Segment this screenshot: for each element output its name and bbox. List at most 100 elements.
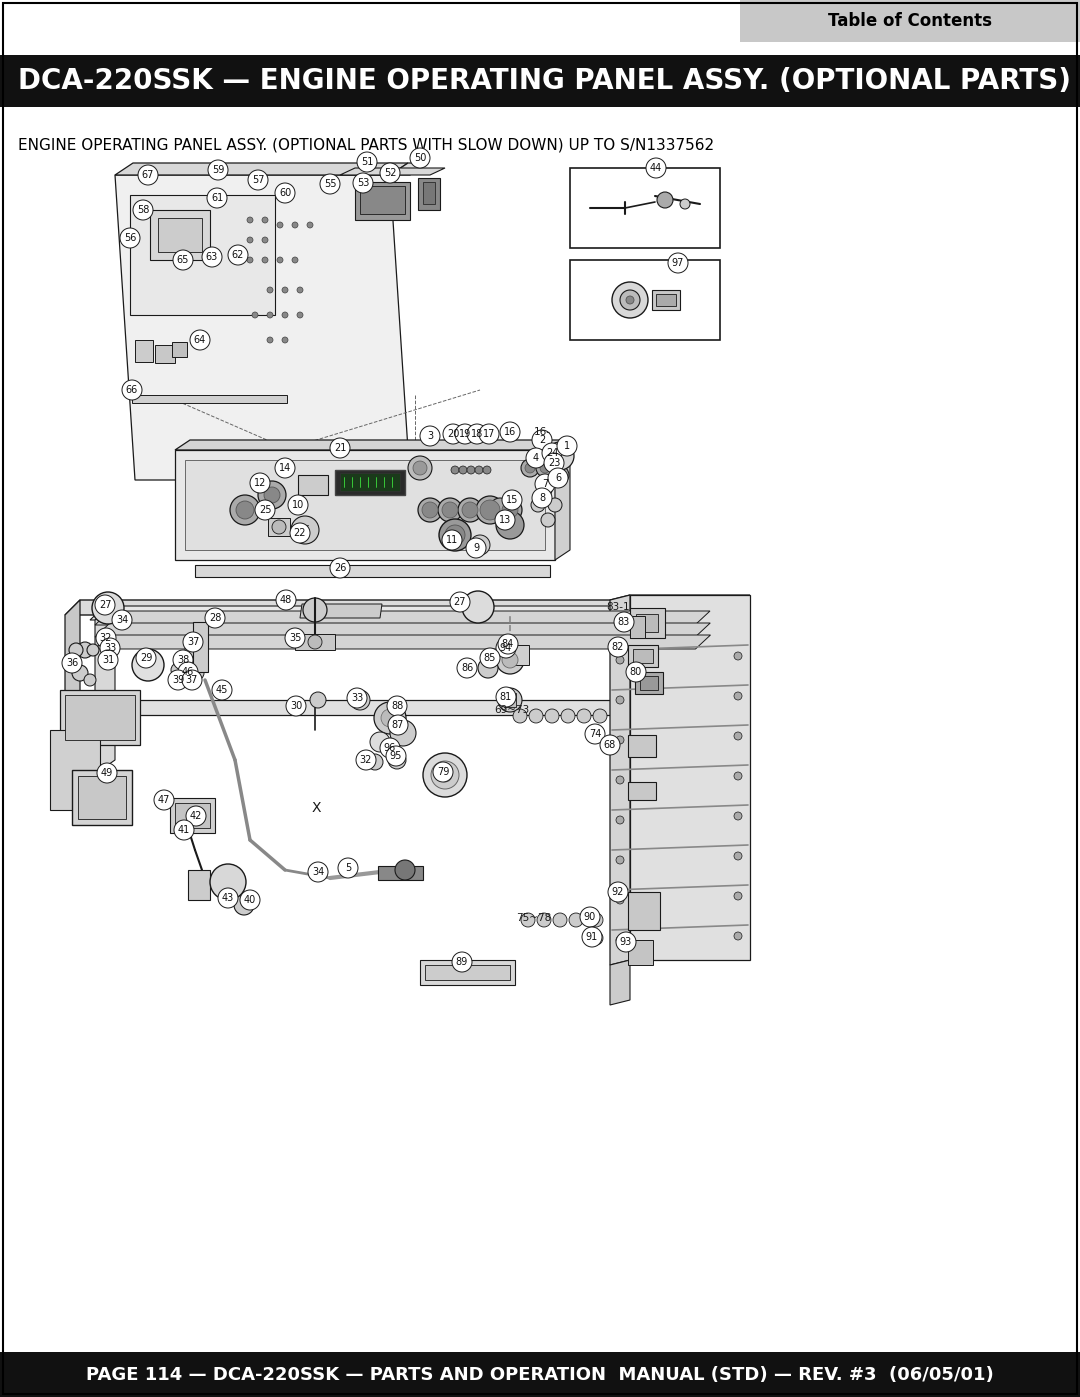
Circle shape [616, 856, 624, 863]
Circle shape [462, 502, 478, 518]
Polygon shape [95, 606, 114, 774]
Circle shape [502, 502, 518, 518]
Circle shape [532, 488, 552, 509]
Circle shape [190, 330, 210, 351]
Circle shape [476, 496, 504, 524]
Circle shape [420, 426, 440, 446]
Circle shape [350, 690, 370, 710]
Bar [423, 182, 435, 204]
Circle shape [132, 650, 164, 680]
Text: 83: 83 [618, 617, 630, 627]
Bar [627, 645, 658, 666]
Bar [298, 475, 328, 495]
Text: 66: 66 [126, 386, 138, 395]
Circle shape [498, 634, 518, 654]
Circle shape [240, 890, 260, 909]
Text: PAGE 114 — DCA-220SSK — PARTS AND OPERATION  MANUAL (STD) — REV. #3  (06/05/01): PAGE 114 — DCA-220SSK — PARTS AND OPERAT… [86, 1365, 994, 1383]
Text: 74: 74 [589, 729, 602, 739]
Bar [158, 218, 202, 251]
Text: 33: 33 [351, 693, 363, 703]
Bar [627, 735, 656, 757]
Text: 65: 65 [177, 256, 189, 265]
Text: 75~78: 75~78 [516, 914, 552, 923]
Text: DCA-220SSK — ENGINE OPERATING PANEL ASSY. (OPTIONAL PARTS): DCA-220SSK — ENGINE OPERATING PANEL ASSY… [18, 67, 1071, 95]
Circle shape [496, 511, 524, 539]
Text: 27: 27 [454, 597, 467, 608]
Circle shape [600, 735, 620, 754]
Text: 36: 36 [66, 658, 78, 668]
Circle shape [308, 636, 322, 650]
Polygon shape [65, 599, 740, 615]
Circle shape [248, 170, 268, 190]
Circle shape [561, 710, 575, 724]
Text: 63: 63 [206, 251, 218, 263]
Circle shape [478, 658, 498, 678]
Bar [355, 182, 410, 219]
Bar [170, 798, 215, 833]
Circle shape [97, 763, 117, 782]
Circle shape [545, 710, 559, 724]
Circle shape [540, 462, 550, 474]
Circle shape [483, 467, 491, 474]
Circle shape [84, 673, 96, 686]
Circle shape [249, 474, 270, 493]
Circle shape [202, 247, 222, 267]
Circle shape [669, 253, 688, 272]
Text: 64: 64 [194, 335, 206, 345]
Bar [72, 770, 132, 826]
Circle shape [356, 750, 376, 770]
Circle shape [620, 291, 640, 310]
Text: 28: 28 [208, 613, 221, 623]
Circle shape [498, 497, 522, 522]
Bar [0, 54, 1080, 108]
Text: 49: 49 [100, 768, 113, 778]
Text: 86: 86 [461, 664, 473, 673]
Bar [360, 186, 405, 214]
Text: 37: 37 [186, 675, 199, 685]
Text: 92: 92 [611, 887, 624, 897]
Text: 14: 14 [279, 462, 292, 474]
Bar [132, 395, 287, 402]
Polygon shape [340, 168, 445, 175]
Text: 58: 58 [137, 205, 149, 215]
Circle shape [616, 816, 624, 824]
Circle shape [262, 257, 268, 263]
Circle shape [553, 914, 567, 928]
Text: 52: 52 [383, 168, 396, 177]
Bar [172, 342, 187, 358]
Circle shape [585, 914, 599, 928]
Text: 96: 96 [383, 743, 396, 753]
Circle shape [77, 643, 93, 658]
Circle shape [502, 490, 522, 510]
Text: 35: 35 [288, 633, 301, 643]
Text: 34: 34 [312, 868, 324, 877]
Circle shape [386, 746, 406, 766]
Text: 12: 12 [254, 478, 266, 488]
Circle shape [186, 806, 206, 826]
Text: 55: 55 [324, 179, 336, 189]
Text: 23: 23 [548, 458, 561, 468]
Circle shape [734, 692, 742, 700]
Circle shape [133, 200, 153, 219]
Text: 82: 82 [611, 643, 624, 652]
Text: 7: 7 [542, 479, 549, 489]
Circle shape [237, 502, 254, 520]
Text: 24: 24 [545, 448, 558, 458]
Circle shape [438, 520, 471, 550]
Text: 80: 80 [630, 666, 643, 678]
Text: 40: 40 [244, 895, 256, 905]
Circle shape [529, 710, 543, 724]
Circle shape [207, 189, 227, 208]
Circle shape [589, 930, 603, 944]
Text: 3: 3 [427, 432, 433, 441]
Text: 17: 17 [483, 429, 496, 439]
Circle shape [262, 217, 268, 224]
Text: 68: 68 [604, 740, 616, 750]
Circle shape [264, 488, 280, 503]
Circle shape [616, 736, 624, 745]
Circle shape [357, 152, 377, 172]
Text: 61: 61 [211, 193, 224, 203]
Circle shape [272, 520, 286, 534]
Circle shape [380, 163, 400, 183]
Text: 15: 15 [505, 495, 518, 504]
